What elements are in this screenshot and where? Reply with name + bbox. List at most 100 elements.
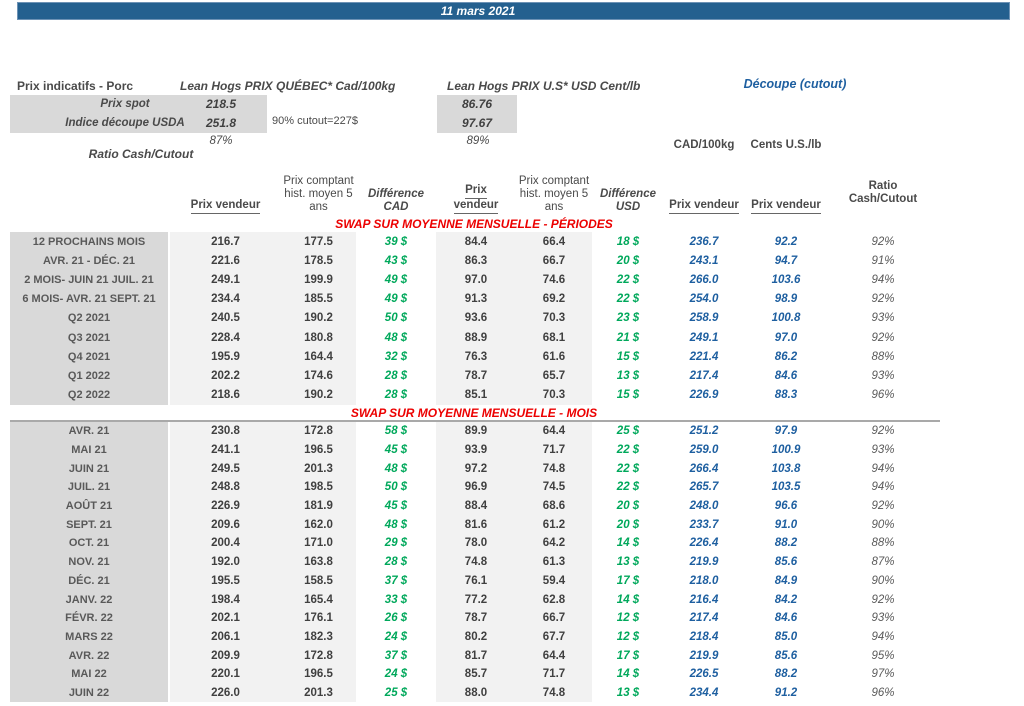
prix-vendeur-cad: 218.6 — [170, 385, 281, 405]
prix-vendeur-usd: 78.0 — [436, 534, 516, 553]
row-label: Q4 2021 — [10, 347, 170, 367]
ratio-cash-cutout: 94% — [871, 630, 895, 643]
cutout-cents-lb: 94.7 — [774, 254, 798, 267]
difference-usd: 12 $ — [616, 630, 640, 643]
row-label: Q2 2022 — [10, 385, 170, 405]
prix-vendeur-cad: 206.1 — [170, 627, 281, 647]
prix-vendeur-usd: 91.3 — [436, 289, 516, 309]
difference-cad: 48 $ — [384, 331, 408, 344]
cutout-cad-100kg: 221.4 — [689, 350, 719, 363]
difference-cad: 25 $ — [384, 686, 408, 699]
column-header-row: Prix vendeur Prix comptant hist. moyen 5… — [10, 156, 938, 218]
difference-cad: 43 $ — [384, 254, 408, 267]
cutout-cad-100kg: 217.4 — [689, 612, 719, 625]
ratio-cash-cutout: 97% — [871, 668, 895, 681]
difference-usd: 13 $ — [616, 369, 640, 382]
prix-comptant-cad: 181.9 — [281, 496, 356, 516]
prix-comptant-usd: 65.7 — [516, 366, 592, 386]
difference-usd: 15 $ — [616, 350, 640, 363]
cutout-cad-100kg: 226.4 — [689, 537, 719, 550]
prix-comptant-cad: 164.4 — [281, 347, 356, 367]
page-title: Prix indicatifs - Porc — [17, 79, 134, 93]
section-divider-line — [10, 420, 940, 422]
difference-usd: 14 $ — [616, 593, 640, 606]
row-label: 2 MOIS- JUIN 21 JUIL. 21 — [10, 270, 170, 290]
cutout-cents-lb: 84.6 — [774, 612, 798, 625]
cutout-cents-lb: 100.8 — [771, 312, 801, 325]
difference-cad: 28 $ — [384, 556, 408, 569]
prix-comptant-usd: 64.2 — [516, 534, 592, 553]
prix-comptant-cad: 158.5 — [281, 571, 356, 591]
prix-comptant-usd: 66.7 — [516, 251, 592, 271]
difference-cad: 48 $ — [384, 518, 408, 531]
prix-vendeur-cad: 230.8 — [170, 422, 281, 441]
prix-comptant-cad: 201.3 — [281, 683, 356, 703]
prix-comptant-usd: 70.3 — [516, 385, 592, 405]
cutout-index-value-usd: 97.67 — [461, 116, 493, 130]
difference-usd: 22 $ — [616, 444, 640, 457]
cutout-cents-lb: 91.0 — [774, 518, 798, 531]
row-label: MARS 22 — [10, 627, 170, 647]
spot-row: Prix spot 218.5 — [10, 95, 267, 114]
difference-cad: 58 $ — [384, 425, 408, 438]
difference-cad: 33 $ — [384, 593, 408, 606]
difference-usd: 17 $ — [616, 574, 640, 587]
spot-value-cad: 218.5 — [205, 97, 237, 111]
cutout-cad-100kg: 248.0 — [689, 500, 719, 513]
prix-vendeur-cad: 192.0 — [170, 552, 281, 572]
column-header-cutout-us: Prix vendeur — [744, 199, 828, 218]
prix-vendeur-cad: 209.9 — [170, 646, 281, 665]
ratio-cash-cutout: 94% — [871, 273, 895, 286]
prix-vendeur-cad: 202.2 — [170, 366, 281, 386]
difference-usd: 14 $ — [616, 537, 640, 550]
prix-comptant-usd: 74.8 — [516, 459, 592, 479]
prix-comptant-usd: 62.8 — [516, 590, 592, 609]
cutout-cents-lb: 92.2 — [774, 235, 798, 248]
ratio-cash-cutout: 94% — [871, 462, 895, 475]
prix-comptant-cad: 174.6 — [281, 366, 356, 386]
prix-comptant-cad: 199.9 — [281, 270, 356, 290]
ratio-cash-cutout: 90% — [871, 518, 895, 531]
spot-price-block-cad: Prix spot 218.5 Indice découpe USDA 251.… — [10, 95, 267, 133]
ratio-cash-cutout: 88% — [871, 350, 895, 363]
cutout-cents-lb: 84.9 — [774, 574, 798, 587]
prix-vendeur-cad: 200.4 — [170, 534, 281, 553]
prix-comptant-usd: 61.6 — [516, 347, 592, 367]
prix-comptant-usd: 74.6 — [516, 270, 592, 290]
difference-cad: 24 $ — [384, 668, 408, 681]
cutout-cad-100kg: 217.4 — [689, 369, 719, 382]
row-label: AOÛT 21 — [10, 496, 170, 516]
cutout-cad-100kg: 216.4 — [689, 593, 719, 606]
prix-vendeur-usd: 88.4 — [436, 496, 516, 516]
prix-comptant-cad: 182.3 — [281, 627, 356, 647]
cutout-cents-lb: 88.2 — [774, 668, 798, 681]
cutout-cad-100kg: 218.4 — [689, 630, 719, 643]
difference-cad: 37 $ — [384, 649, 408, 662]
prix-vendeur-cad: 234.4 — [170, 289, 281, 309]
difference-usd: 20 $ — [616, 500, 640, 513]
difference-cad: 29 $ — [384, 537, 408, 550]
prix-comptant-usd: 61.2 — [516, 515, 592, 535]
prix-comptant-usd: 66.7 — [516, 608, 592, 628]
row-label: AVR. 22 — [10, 646, 170, 665]
difference-cad: 28 $ — [384, 369, 408, 382]
ratio-cash-cutout: 93% — [871, 369, 895, 382]
months-table: AVR. 21 230.8 172.8 58 $89.9 64.4 25 $251.2 97… — [10, 422, 938, 703]
ratio-cash-cutout: 92% — [871, 331, 895, 344]
prix-comptant-cad: 171.0 — [281, 534, 356, 553]
prix-comptant-usd: 68.6 — [516, 496, 592, 516]
prix-comptant-cad: 190.2 — [281, 308, 356, 328]
row-label: DÉC. 21 — [10, 571, 170, 591]
prix-comptant-usd: 59.4 — [516, 571, 592, 591]
prix-vendeur-usd: 84.4 — [436, 232, 516, 252]
prix-comptant-usd: 64.4 — [516, 422, 592, 441]
row-label: Q3 2021 — [10, 327, 170, 348]
prix-vendeur-usd: 85.1 — [436, 385, 516, 405]
prix-vendeur-cad: 248.8 — [170, 478, 281, 497]
prix-vendeur-cad: 241.1 — [170, 440, 281, 460]
ratio-cash-cutout: 96% — [871, 389, 895, 402]
cutout-cents-lb: 88.3 — [774, 389, 798, 402]
cutout-cents-lb: 96.6 — [774, 500, 798, 513]
cutout-cad-100kg: 259.0 — [689, 444, 719, 457]
spot-price-block-usd: 86.76 97.67 — [437, 95, 517, 133]
